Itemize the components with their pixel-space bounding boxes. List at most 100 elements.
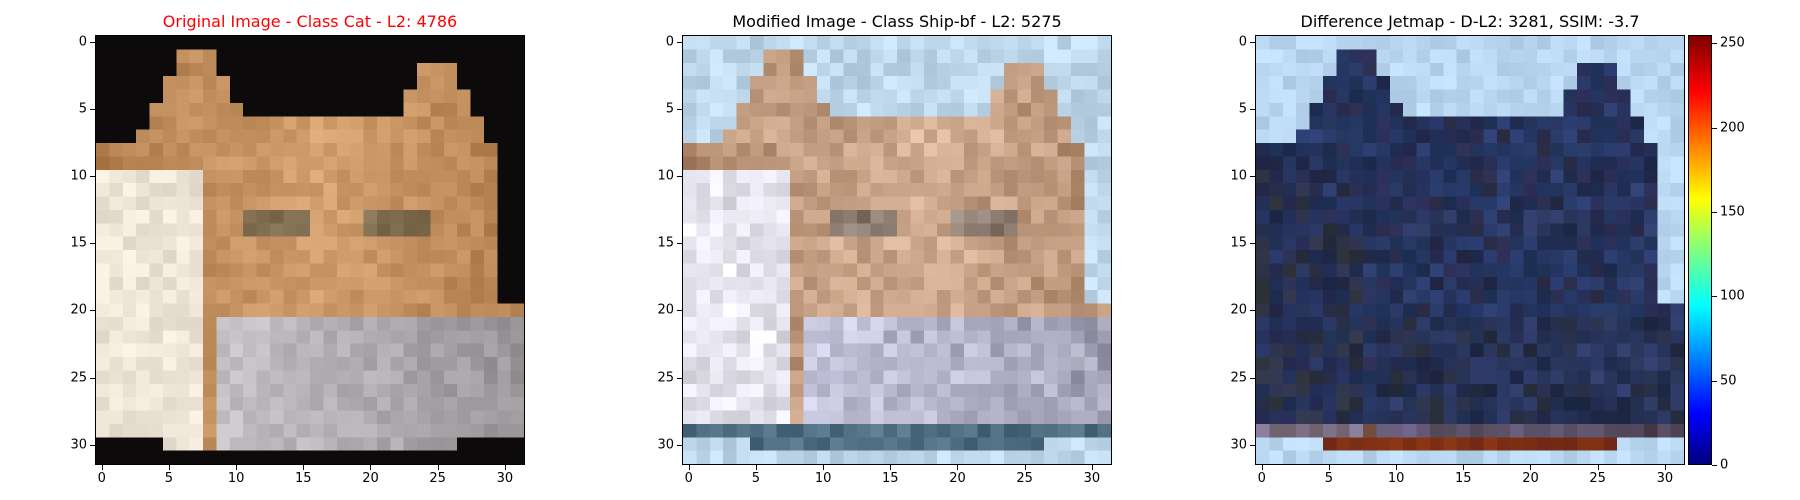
y-tick-label: 20 — [1230, 302, 1247, 318]
colorbar-tick-mark — [1712, 465, 1717, 466]
y-tick-mark — [677, 108, 682, 110]
y-tick-mark — [677, 41, 682, 43]
x-tick-label: 5 — [1324, 471, 1334, 486]
y-tick-label: 0 — [78, 34, 87, 50]
panel-title-difference: Difference Jetmap - D-L2: 3281, SSIM: -3… — [1300, 12, 1640, 31]
y-tick-label: 5 — [1238, 101, 1247, 117]
colorbar-tick-label: 250 — [1720, 35, 1745, 51]
colorbar-tick-label: 100 — [1720, 288, 1745, 304]
x-tick-mark — [1664, 465, 1666, 470]
y-tick-mark — [677, 176, 682, 178]
x-tick-label: 10 — [814, 471, 832, 486]
y-tick-mark — [1250, 176, 1255, 178]
colorbar-tick-mark — [1712, 380, 1717, 382]
y-tick-mark — [1250, 108, 1255, 110]
x-tick-mark — [504, 465, 506, 470]
x-tick-label: 0 — [97, 471, 106, 486]
image-difference — [1255, 35, 1685, 465]
image-original-canvas — [96, 36, 524, 464]
x-tick-label: 5 — [751, 471, 761, 486]
y-tick-mark — [1250, 41, 1255, 43]
x-tick-label: 30 — [496, 471, 514, 486]
x-tick-mark — [1597, 465, 1599, 470]
y-tick-label: 30 — [70, 437, 87, 453]
y-tick-label: 0 — [665, 34, 674, 50]
colorbar-tick-label: 150 — [1720, 204, 1745, 220]
colorbar-tick-mark — [1712, 127, 1717, 129]
x-tick-mark — [1328, 465, 1330, 470]
x-tick-mark — [823, 465, 825, 470]
y-tick-mark — [677, 377, 682, 379]
y-tick-mark — [1250, 243, 1255, 245]
colorbar-tick-mark — [1712, 296, 1717, 298]
y-tick-label: 15 — [1230, 235, 1247, 251]
x-tick-mark — [1396, 465, 1398, 470]
image-modified-canvas — [683, 36, 1111, 464]
image-difference-canvas — [1256, 36, 1684, 464]
x-tick-label: 0 — [1257, 471, 1266, 486]
image-modified — [682, 35, 1112, 465]
x-tick-mark — [755, 465, 757, 470]
y-tick-label: 25 — [70, 370, 87, 386]
x-tick-label: 0 — [684, 471, 693, 486]
colorbar-gradient — [1689, 36, 1711, 464]
y-tick-mark — [677, 444, 682, 446]
y-tick-mark — [90, 176, 95, 178]
x-tick-mark — [370, 465, 372, 470]
image-original — [95, 35, 525, 465]
colorbar-tick-label: 0 — [1720, 457, 1729, 473]
x-tick-mark — [1463, 465, 1465, 470]
x-tick-mark — [101, 465, 103, 470]
x-tick-mark — [957, 465, 959, 470]
panel-title-original: Original Image - Class Cat - L2: 4786 — [162, 12, 458, 31]
x-tick-label: 20 — [949, 471, 966, 486]
x-tick-mark — [168, 465, 170, 470]
y-tick-mark — [90, 108, 95, 110]
y-tick-mark — [90, 41, 95, 43]
y-tick-label: 20 — [657, 302, 674, 318]
x-tick-label: 15 — [295, 471, 312, 486]
y-tick-label: 0 — [1238, 34, 1247, 50]
y-tick-mark — [677, 243, 682, 245]
y-tick-mark — [90, 377, 95, 379]
y-tick-label: 20 — [70, 302, 87, 318]
y-tick-mark — [90, 243, 95, 245]
x-tick-label: 15 — [882, 471, 899, 486]
colorbar-tick-label: 200 — [1720, 120, 1745, 136]
x-tick-mark — [1024, 465, 1026, 470]
x-tick-mark — [890, 465, 892, 470]
x-tick-label: 25 — [1589, 471, 1606, 486]
y-tick-mark — [90, 444, 95, 446]
y-tick-mark — [1250, 444, 1255, 446]
x-tick-label: 20 — [362, 471, 379, 486]
x-tick-label: 25 — [429, 471, 446, 486]
colorbar — [1688, 35, 1712, 465]
x-tick-label: 20 — [1522, 471, 1539, 486]
y-tick-mark — [1250, 377, 1255, 379]
y-tick-label: 30 — [657, 437, 674, 453]
x-tick-label: 30 — [1083, 471, 1101, 486]
y-tick-label: 10 — [1230, 168, 1247, 184]
y-tick-label: 25 — [657, 370, 674, 386]
y-tick-label: 5 — [665, 101, 674, 117]
x-tick-label: 5 — [164, 471, 174, 486]
x-tick-mark — [437, 465, 439, 470]
colorbar-tick-label: 50 — [1720, 373, 1737, 389]
y-tick-label: 15 — [70, 235, 87, 251]
x-tick-label: 15 — [1455, 471, 1472, 486]
colorbar-tick-mark — [1712, 43, 1717, 45]
x-tick-mark — [303, 465, 305, 470]
panel-title-modified: Modified Image - Class Ship-bf - L2: 527… — [732, 12, 1062, 31]
x-tick-mark — [1091, 465, 1093, 470]
y-tick-mark — [90, 310, 95, 312]
x-tick-mark — [1261, 465, 1263, 470]
y-tick-label: 30 — [1230, 437, 1247, 453]
y-tick-mark — [677, 310, 682, 312]
y-tick-label: 10 — [70, 168, 87, 184]
x-tick-label: 10 — [1387, 471, 1405, 486]
y-tick-label: 5 — [78, 101, 87, 117]
colorbar-tick-mark — [1712, 212, 1717, 214]
x-tick-label: 25 — [1016, 471, 1033, 486]
x-tick-label: 30 — [1656, 471, 1674, 486]
x-tick-mark — [236, 465, 238, 470]
